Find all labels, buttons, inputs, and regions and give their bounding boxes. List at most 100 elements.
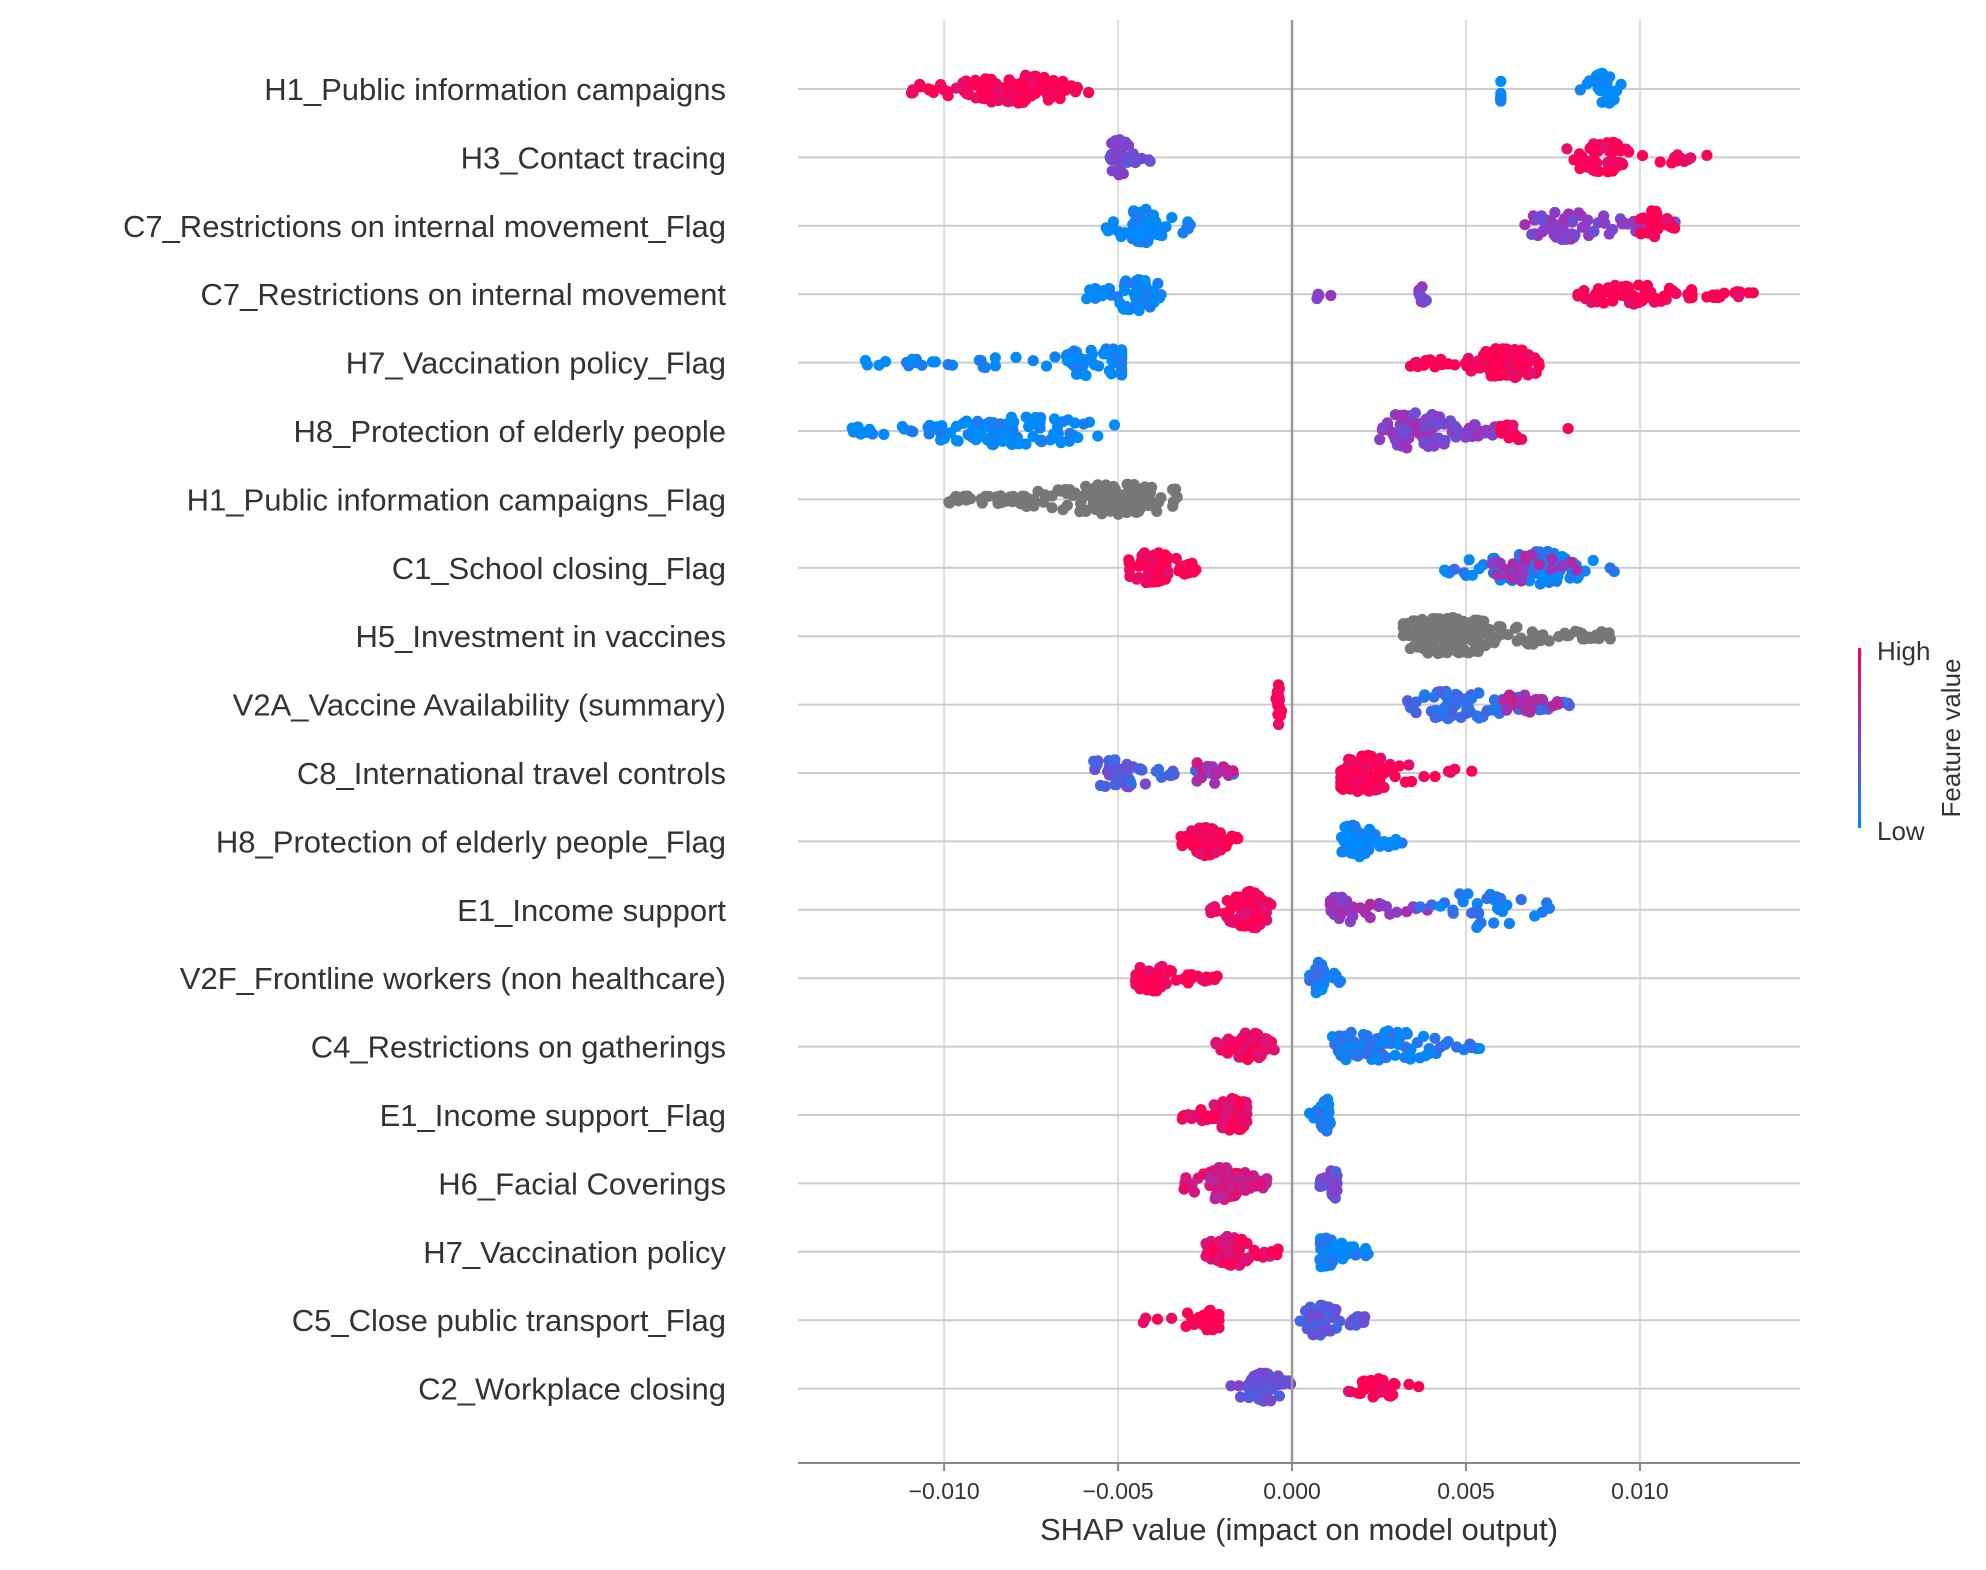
shap-point [1567,214,1579,226]
shap-point [970,92,982,104]
shap-point [1639,284,1651,296]
shap-point [1429,634,1441,646]
shap-point [1711,289,1723,301]
shap-point [1461,701,1473,714]
shap-point [957,77,969,89]
shap-point [846,422,858,434]
shap-point [1103,769,1115,781]
shap-point [952,495,965,507]
shap-point [1511,635,1523,647]
shap-point [1408,419,1420,431]
shap-point [1151,1313,1164,1325]
shap-point [1182,223,1194,235]
shap-point [1463,554,1475,566]
shap-point [1327,1241,1339,1253]
shap-point [1397,413,1409,425]
feature-label: V2F_Frontline workers (non healthcare) [180,961,726,996]
shap-point [989,360,1002,372]
shap-point [1558,560,1570,572]
shap-point [1398,426,1410,438]
shap-point [1144,301,1156,313]
shap-point [1225,1380,1237,1392]
shap-point [1588,225,1600,238]
shap-point [1538,224,1550,236]
shap-point [1258,900,1270,912]
shap-point [1254,1179,1266,1191]
shap-point [1063,433,1075,445]
shap-point [1236,1233,1248,1245]
shap-point [1320,1321,1332,1334]
shap-point [1488,637,1500,649]
shap-point [1242,1252,1254,1264]
shap-point [1440,636,1452,648]
feature-label: H8_Protection of elderly people [293,414,726,449]
shap-point [1347,1241,1360,1253]
shap-point [1265,1395,1277,1407]
shap-point [972,415,984,427]
feature-label: C7_Restrictions on internal movement_Fla… [123,209,726,244]
shap-point [1403,759,1415,771]
feature-label: H5_Investment in vaccines [356,619,726,654]
shap-point [1003,74,1015,86]
shap-point [1166,212,1178,224]
shap-point [1042,89,1054,102]
shap-point [1220,840,1232,852]
shap-point [1579,221,1591,233]
shap-point [879,356,892,368]
shap-point [1417,1030,1430,1042]
shap-point [1562,423,1574,435]
shap-point [1325,1177,1337,1190]
shap-point [1513,355,1525,367]
shap-point [1222,768,1234,780]
shap-point [1524,351,1536,363]
feature-label: C2_Workplace closing [418,1372,726,1407]
shap-point [1028,86,1040,98]
shap-point [1212,1255,1224,1267]
colorbar: High Low Feature value [1858,636,1966,846]
shap-point [1473,1042,1486,1055]
shap-point [1165,768,1177,780]
shap-point [1006,438,1018,450]
shap-point [859,354,872,367]
feature-label: H7_Vaccination policy_Flag [346,346,726,381]
shap-point [1225,1097,1237,1109]
shap-point [1501,899,1513,911]
shap-point [1259,1033,1271,1045]
shap-point [1572,288,1584,300]
shap-point [1218,1109,1230,1121]
shap-point [1404,1049,1416,1061]
shap-point [1294,1315,1306,1327]
shap-point [1587,554,1599,567]
shap-point [1604,562,1616,574]
shap-point [1466,907,1478,919]
shap-point [1272,718,1285,731]
shap-point [1207,1243,1219,1256]
feature-label: H1_Public information campaigns [264,72,726,107]
shap-point [1328,967,1340,979]
shap-point [1325,289,1337,302]
shap-point [1209,1175,1221,1187]
shap-point [1495,75,1507,87]
shap-point [1151,571,1163,583]
shap-point [905,87,918,99]
shap-point [1131,573,1143,585]
shap-point [864,423,876,435]
shap-point [1493,621,1505,633]
shap-point [961,415,973,427]
shap-point [1125,776,1137,788]
shap-point [1123,139,1135,152]
shap-point [1557,216,1569,228]
shap-point [1227,1190,1239,1202]
shap-point [1506,369,1518,381]
shap-point [907,426,919,438]
shap-point [1194,848,1206,860]
shap-point [1345,754,1357,766]
shap-point [1455,711,1467,724]
shap-point [1116,357,1128,369]
shap-point [1133,212,1145,224]
shap-point [1018,82,1031,94]
shap-point [1201,760,1214,772]
shap-point [1623,297,1636,309]
shap-point [1410,696,1422,708]
shap-point [1027,430,1039,443]
